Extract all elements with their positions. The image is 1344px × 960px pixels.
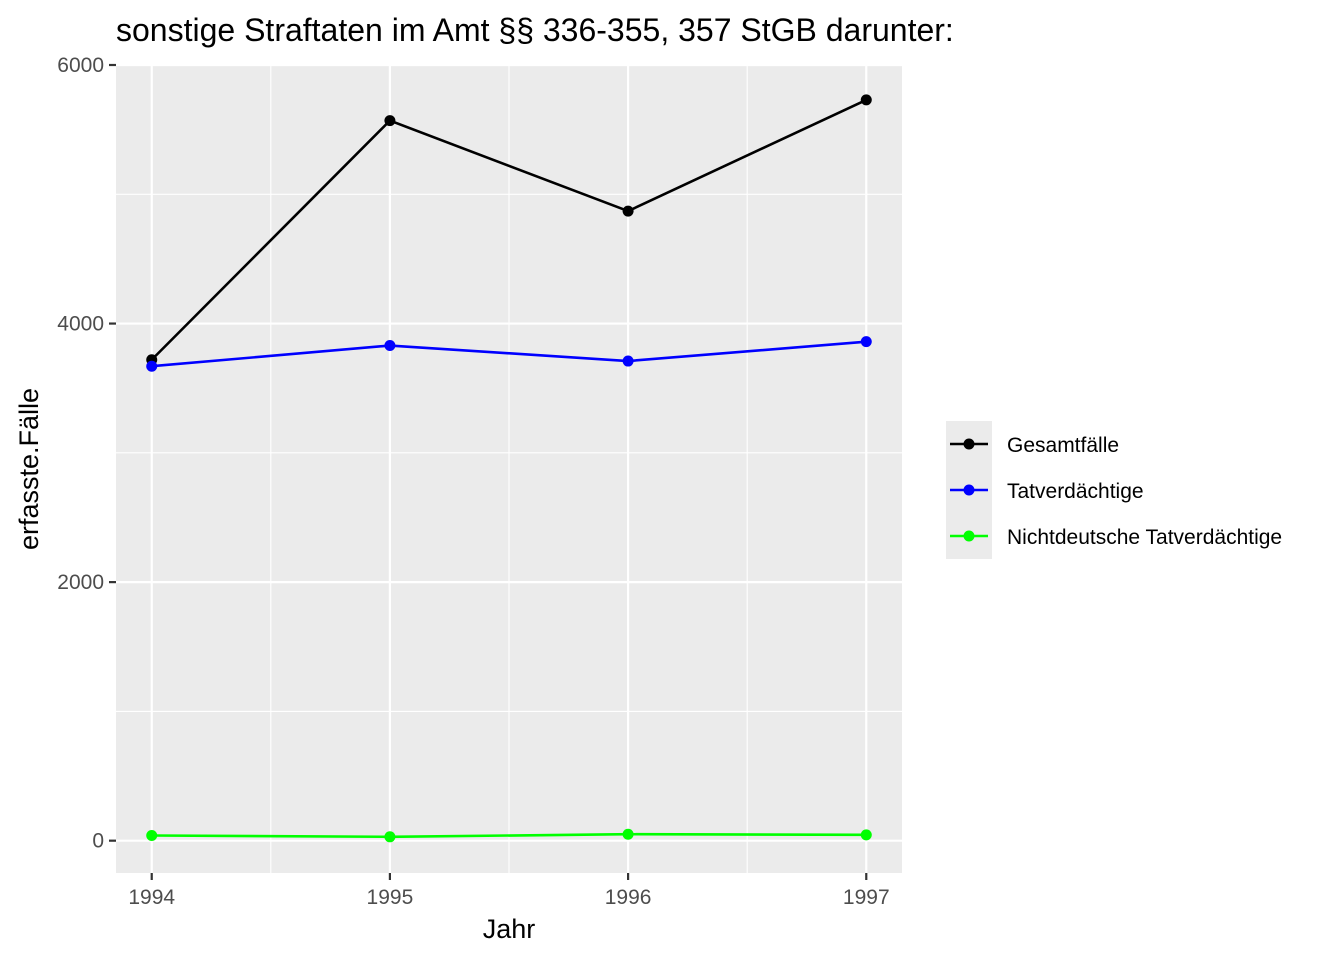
series-line-2: [151, 340, 867, 368]
major-gridlines: [116, 63, 902, 873]
series-layer: [146, 94, 872, 843]
series-line-1: [150, 98, 867, 361]
chart-title: sonstige Straftaten im Amt §§ 336-355, 3…: [116, 12, 954, 48]
data-point-series-1: [860, 94, 872, 106]
x-tick-label: 1994: [128, 886, 175, 909]
y-tick-label: 4000: [57, 313, 104, 336]
x-axis-title: Jahr: [483, 914, 536, 944]
legend-key-point: [963, 530, 975, 542]
legend-label: Gesamtfälle: [1007, 434, 1119, 457]
data-point-series-2: [860, 336, 872, 348]
legend-key-point: [963, 484, 975, 496]
data-point-series-1: [622, 205, 634, 217]
y-tick-label: 6000: [57, 54, 104, 77]
data-point-series-2: [384, 340, 396, 352]
y-tick-label: 0: [92, 830, 104, 853]
data-point-series-3: [384, 831, 396, 843]
data-point-series-3: [146, 830, 158, 842]
data-point-series-2: [146, 360, 158, 372]
data-point-series-2: [622, 355, 634, 367]
data-point-series-3: [622, 828, 634, 840]
y-axis-title: erfasste.Fälle: [14, 388, 44, 550]
legend: Gesamtfälle Tatverdächtige Nichtdeutsche T…: [946, 421, 1282, 559]
series-line-3: [151, 832, 867, 839]
axes: 0 2000 4000 6000 1994 1995 1996 1997: [57, 54, 889, 909]
minor-gridlines: [116, 65, 902, 873]
data-point-series-3: [860, 829, 872, 841]
legend-key-point: [963, 438, 975, 450]
y-tick-label: 2000: [57, 571, 104, 594]
legend-label: Tatverdächtige: [1007, 480, 1144, 503]
x-tick-label: 1996: [605, 886, 652, 909]
x-tick-label: 1995: [367, 886, 414, 909]
x-tick-label: 1997: [843, 886, 890, 909]
legend-label: Nichtdeutsche Tatverdächtige: [1007, 526, 1282, 549]
data-point-series-1: [384, 115, 396, 127]
